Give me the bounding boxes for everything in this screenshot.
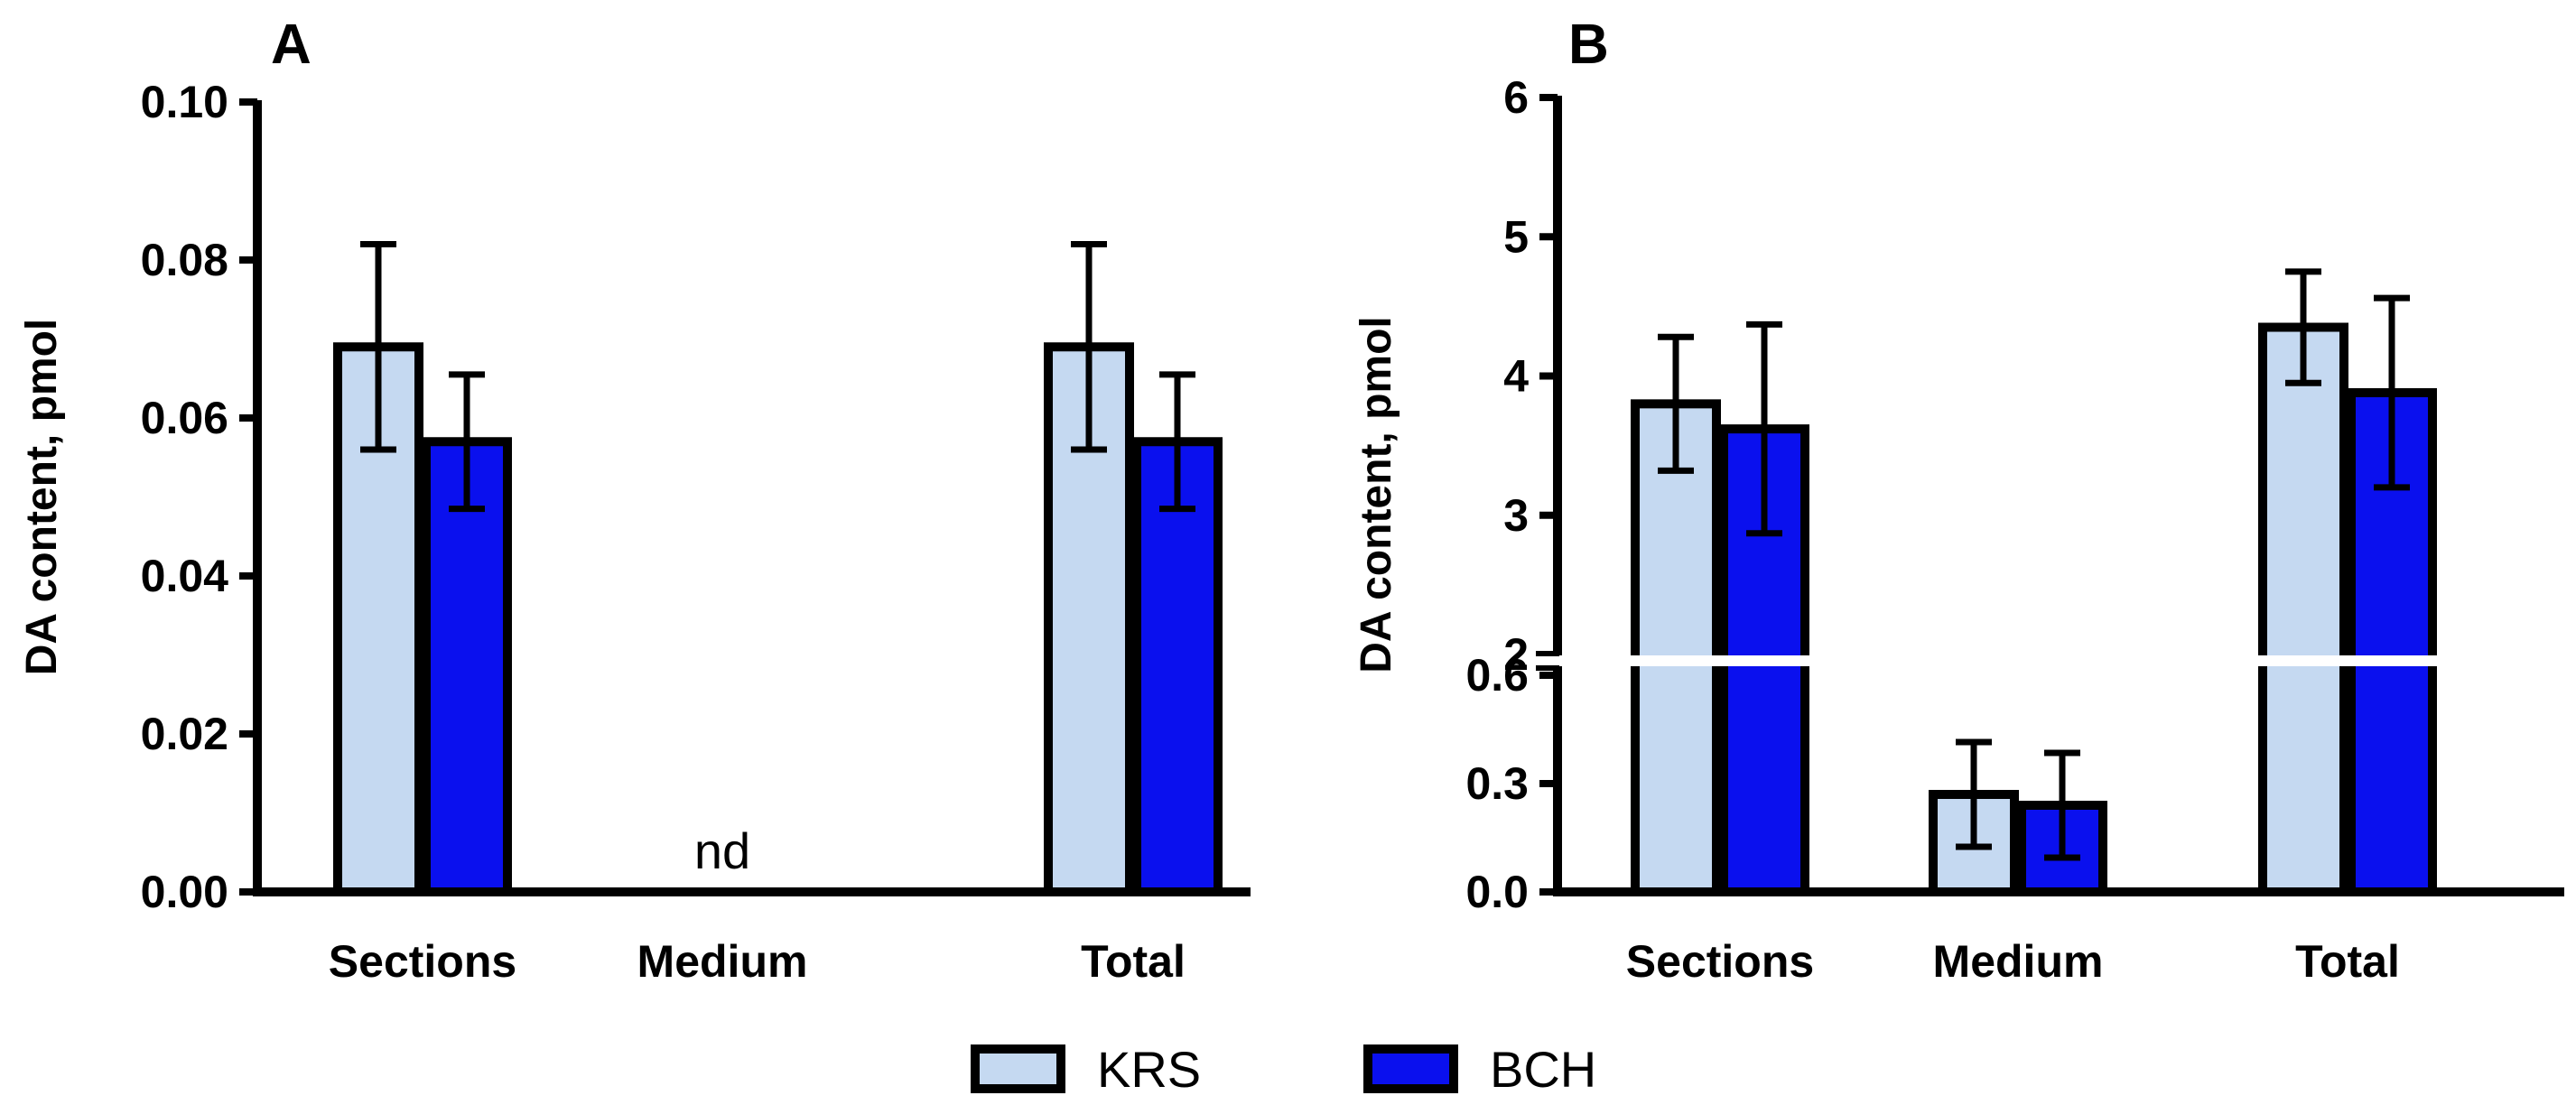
legend: KRS BCH [971,1041,1596,1098]
panel-b-category-label-total: Total [2295,936,2400,987]
legend-label-krs: KRS [1097,1041,1201,1098]
panel-b-y-tick-label-lower: 0.0 [1465,867,1529,917]
panel-a-category-label-medium: Medium [637,936,808,987]
legend-swatch-bch [1363,1044,1458,1093]
panel-a-y-tick-label: 0.06 [141,393,228,443]
panel-b: B 2 3 4 5 6 0.0 0.3 0.6 Sections Medium Total DA con… [1353,14,2564,987]
panel-a-category-label-sections: Sections [329,936,516,987]
panel-a: A 0.00 0.02 0.04 0.06 0.08 0.10 Sections Medium T… [18,14,1251,987]
panel-b-category-label-sections: Sections [1626,936,1814,987]
panel-b-category-label-medium: Medium [1933,936,2104,987]
panel-b-bar-krs-total [2258,322,2348,896]
panel-b-y-tick-label-lower: 0.6 [1465,650,1529,701]
panel-a-annotation-nd: nd [694,822,750,879]
panel-b-letter: B [1568,14,1609,76]
panel-a-letter: A [271,14,312,76]
panel-a-y-axis-title: DA content, pmol [18,319,66,676]
panel-b-y-tick-label-upper: 3 [1503,490,1529,541]
panel-a-y-tick-label: 0.10 [141,77,228,127]
panel-a-y-tick-label: 0.00 [141,867,228,917]
panel-b-y-tick-label-upper: 6 [1503,72,1529,123]
panel-b-y-tick-label-upper: 4 [1503,351,1529,402]
panel-b-axis-break-gap [1530,655,2564,666]
panel-b-y-axis-title: DA content, pmol [1353,316,1400,673]
panel-b-y-tick-label-upper: 2 [1503,629,1529,680]
panel-b-y-tick-label-lower: 0.3 [1465,758,1529,809]
panel-b-y-tick-label-upper: 5 [1503,211,1529,262]
panel-a-y-tick-label: 0.02 [141,709,228,759]
panel-a-y-tick-label: 0.04 [141,551,229,601]
legend-swatch-krs [971,1044,1065,1093]
panel-b-bar-krs-sections [1631,399,1721,897]
panel-a-y-tick-label: 0.08 [141,235,228,285]
legend-label-bch: BCH [1490,1041,1596,1098]
panel-a-category-label-total: Total [1081,936,1186,987]
